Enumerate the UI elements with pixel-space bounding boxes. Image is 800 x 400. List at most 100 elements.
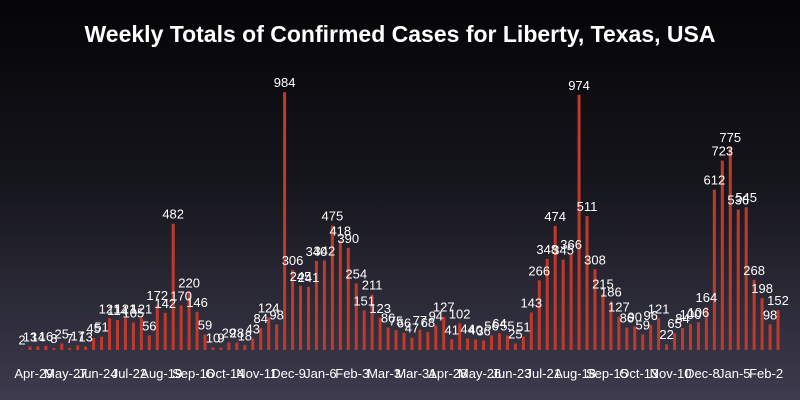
bar (131, 322, 135, 350)
x-tick-label: Mar-31 (395, 366, 436, 381)
bar (84, 346, 88, 350)
x-tick-label: Mar-3 (367, 366, 401, 381)
bar (497, 333, 501, 350)
bar (251, 338, 255, 350)
bar (147, 335, 151, 350)
bars-layer (20, 92, 780, 350)
x-tick-label: Jul-22 (112, 366, 147, 381)
bar (760, 298, 764, 350)
bar-value-label: 121 (648, 301, 670, 316)
bar-value-label: 172 (146, 288, 168, 303)
bar-value-label: 98 (269, 307, 283, 322)
bar (418, 329, 422, 350)
bar-value-label: 47 (405, 321, 419, 336)
bar-value-label: 28 (230, 326, 244, 341)
bar (513, 343, 517, 350)
bar-value-label: 10 (206, 330, 220, 345)
bar (211, 347, 215, 350)
bar (394, 330, 398, 350)
bar (322, 260, 326, 350)
x-tick-label: Jan-6 (304, 366, 337, 381)
bar-value-label: 142 (154, 296, 176, 311)
bar-value-label: 723 (711, 144, 733, 159)
bar (123, 318, 127, 350)
bar (696, 322, 700, 350)
bar-value-label: 9 (217, 331, 224, 346)
bar-value-label: 984 (274, 75, 296, 90)
bar-value-label: 348 (536, 242, 558, 257)
bar-value-label: 7 (66, 331, 73, 346)
bar (585, 216, 589, 350)
x-tick-label: Apr-29 (14, 366, 53, 381)
bar-value-label: 475 (321, 209, 343, 224)
bar-value-label: 114 (107, 303, 128, 318)
bar-value-label: 612 (703, 173, 725, 188)
bar-value-label: 474 (544, 209, 566, 224)
bar (434, 325, 438, 350)
bar (426, 332, 430, 350)
bar-value-label: 536 (727, 193, 749, 208)
bar (609, 301, 613, 350)
chart-title: Weekly Totals of Confirmed Cases for Lib… (85, 21, 716, 47)
bar (370, 294, 374, 350)
bar (752, 279, 756, 350)
bar-value-label: 186 (600, 284, 622, 299)
bar-value-label: 418 (329, 223, 351, 238)
bar-value-label: 241 (298, 270, 320, 285)
bar-value-label: 86 (620, 310, 634, 325)
bar (195, 311, 199, 350)
bar (378, 317, 382, 350)
bar-value-label: 366 (560, 237, 582, 252)
bar (505, 335, 509, 350)
bar-value-label: 511 (577, 199, 598, 214)
bar-value-label: 100 (680, 307, 702, 322)
bar (108, 318, 112, 350)
bar (720, 160, 724, 350)
bar (649, 324, 653, 350)
bar-value-label: 84 (675, 311, 689, 326)
bar (569, 254, 573, 350)
bar-value-label: 127 (608, 300, 630, 315)
bar-value-label: 215 (592, 277, 614, 292)
bar (52, 347, 56, 350)
bar (561, 259, 565, 350)
bar-value-label: 124 (258, 301, 280, 316)
x-tick-label: Dec-9 (271, 366, 306, 381)
bar-value-label: 14 (31, 329, 45, 344)
bar-value-label: 545 (735, 190, 757, 205)
bar (163, 312, 167, 350)
x-tick-label: Feb-3 (335, 366, 369, 381)
bar (681, 327, 685, 350)
bar-value-label: 164 (696, 290, 718, 305)
bar-value-label: 59 (198, 318, 212, 333)
bar (410, 337, 414, 350)
bar (529, 312, 533, 350)
bar-value-label: 8 (50, 331, 57, 346)
bar-value-label: 40 (468, 323, 482, 338)
bar (314, 260, 318, 350)
value-labels-layer: 2131416825717134551121114121105121561721… (18, 75, 789, 347)
bar-value-label: 13 (23, 330, 37, 345)
x-tick-label: Sep-15 (586, 366, 628, 381)
bar-value-label: 775 (719, 130, 741, 145)
bar (283, 92, 287, 350)
bar-value-label: 29 (222, 325, 236, 340)
bar-value-label: 98 (763, 307, 777, 322)
bar-value-label: 36 (476, 324, 490, 339)
bar-value-label: 211 (362, 278, 383, 293)
bar (521, 336, 525, 350)
bar-value-label: 121 (130, 301, 152, 316)
bar (537, 280, 541, 350)
bar (36, 346, 40, 350)
bar-value-label: 65 (667, 316, 681, 331)
bar (577, 94, 581, 350)
x-tick-label: Jan-5 (718, 366, 751, 381)
bar (235, 342, 239, 350)
bar (20, 349, 24, 350)
bar-value-label: 974 (568, 78, 590, 93)
x-tick-label: May-26 (458, 366, 501, 381)
bar (450, 339, 454, 350)
bar-value-label: 22 (659, 327, 673, 342)
bar (673, 332, 677, 350)
